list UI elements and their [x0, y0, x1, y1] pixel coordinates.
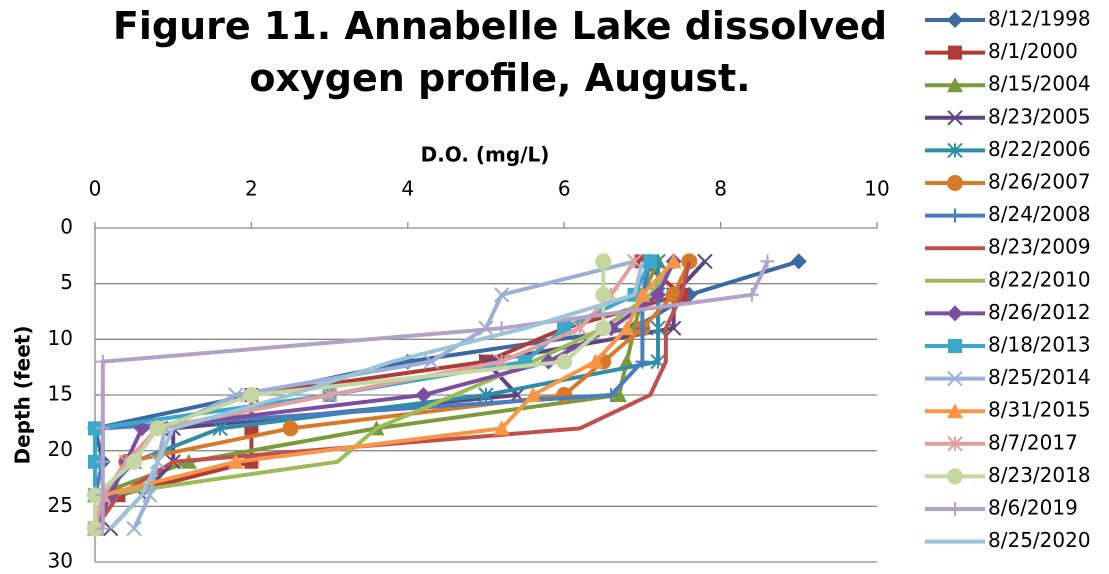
data-point [697, 253, 713, 270]
data-point [212, 420, 228, 437]
legend-marker [947, 305, 963, 322]
legend-label: 8/1/2000 [988, 39, 1078, 63]
data-point [493, 420, 510, 436]
data-point [478, 387, 494, 403]
legend-marker [948, 339, 962, 353]
data-point [282, 420, 299, 437]
data-point [126, 453, 143, 470]
data-point [556, 387, 573, 403]
legend-marker [947, 175, 963, 191]
data-point [88, 454, 102, 469]
data-point [587, 353, 604, 369]
data-point [604, 388, 619, 402]
y-tick-label: 0 [60, 215, 73, 239]
legend-label: 8/31/2015 [988, 398, 1091, 422]
data-point [595, 286, 612, 303]
x-tick-label: 2 [245, 177, 258, 201]
y-tick-label: 5 [60, 270, 73, 294]
x-tick-label: 6 [558, 177, 571, 201]
legend-marker [947, 77, 963, 93]
data-point [88, 421, 102, 436]
x-tick-label: 8 [714, 177, 727, 201]
legend-label: 8/24/2008 [988, 202, 1091, 226]
data-point [126, 520, 142, 537]
chart-title: Figure 11. Annabelle Lake dissolved oxyg… [112, 4, 888, 100]
data-point [650, 286, 667, 303]
data-point [635, 354, 650, 369]
data-point [572, 320, 588, 336]
data-point [95, 388, 110, 402]
data-point [595, 320, 612, 337]
legend-label: 8/12/1998 [988, 7, 1091, 31]
data-point [321, 387, 338, 403]
legend-label: 8/23/2018 [988, 463, 1091, 487]
data-point [95, 488, 110, 503]
data-point [626, 253, 643, 270]
y-tick-label: 15 [48, 382, 73, 406]
x-tick-label: 4 [401, 177, 414, 201]
legend-label: 8/25/2020 [988, 528, 1091, 552]
data-point [87, 520, 103, 537]
legend-marker [947, 142, 963, 159]
legend-label: 8/18/2013 [988, 333, 1091, 357]
legend-label: 8/22/2010 [988, 267, 1091, 291]
y-axis-label: Depth (feet) [11, 326, 35, 465]
legend-label: 8/23/2009 [988, 235, 1091, 259]
data-point [760, 254, 775, 269]
data-point [556, 353, 573, 370]
y-tick-label: 30 [48, 549, 73, 573]
data-point [227, 453, 244, 469]
data-point [635, 321, 650, 336]
data-point [87, 487, 103, 504]
legend-label: 8/26/2007 [988, 170, 1091, 194]
legend-marker [947, 12, 963, 28]
data-point [643, 254, 658, 269]
data-point [665, 253, 682, 269]
legend-label: 8/26/2012 [988, 300, 1091, 324]
legend-label: 8/23/2005 [988, 104, 1091, 128]
data-point [95, 454, 110, 469]
x-tick-label: 0 [89, 177, 102, 201]
data-point [634, 286, 651, 302]
legend-marker [948, 208, 962, 223]
legend-marker [947, 468, 963, 485]
y-tick-label: 10 [48, 326, 73, 350]
legend-marker [947, 370, 963, 387]
legend-label: 8/15/2004 [988, 72, 1091, 96]
data-point [423, 353, 439, 370]
series-line [109, 260, 645, 530]
data-point [790, 253, 807, 270]
y-tick-label: 20 [48, 437, 73, 461]
data-point [133, 420, 150, 437]
data-point [243, 387, 260, 403]
legend-label: 8/7/2017 [988, 430, 1078, 454]
data-point [95, 421, 110, 436]
data-point [493, 287, 510, 303]
data-point [595, 253, 612, 270]
legend-marker [948, 45, 962, 60]
data-point [415, 387, 432, 403]
legend-label: 8/6/2019 [988, 496, 1078, 520]
legend-label: 8/22/2006 [988, 137, 1091, 161]
legend-marker [947, 403, 963, 419]
data-point [650, 320, 666, 336]
data-point [524, 387, 541, 402]
legend-marker [948, 502, 962, 516]
data-point [610, 387, 627, 402]
legend-label: 8/25/2014 [988, 365, 1091, 389]
data-point [618, 320, 635, 336]
data-point [95, 521, 110, 536]
x-tick-label: 10 [864, 177, 889, 201]
legend-marker [947, 110, 963, 126]
data-point [95, 354, 110, 369]
data-point [744, 287, 759, 302]
x-axis-label: D.O. (mg/L) [421, 143, 550, 167]
legend-marker [947, 436, 963, 452]
data-point [618, 353, 635, 369]
data-point [149, 420, 166, 437]
y-tick-label: 25 [48, 493, 73, 517]
series-line [93, 260, 676, 530]
